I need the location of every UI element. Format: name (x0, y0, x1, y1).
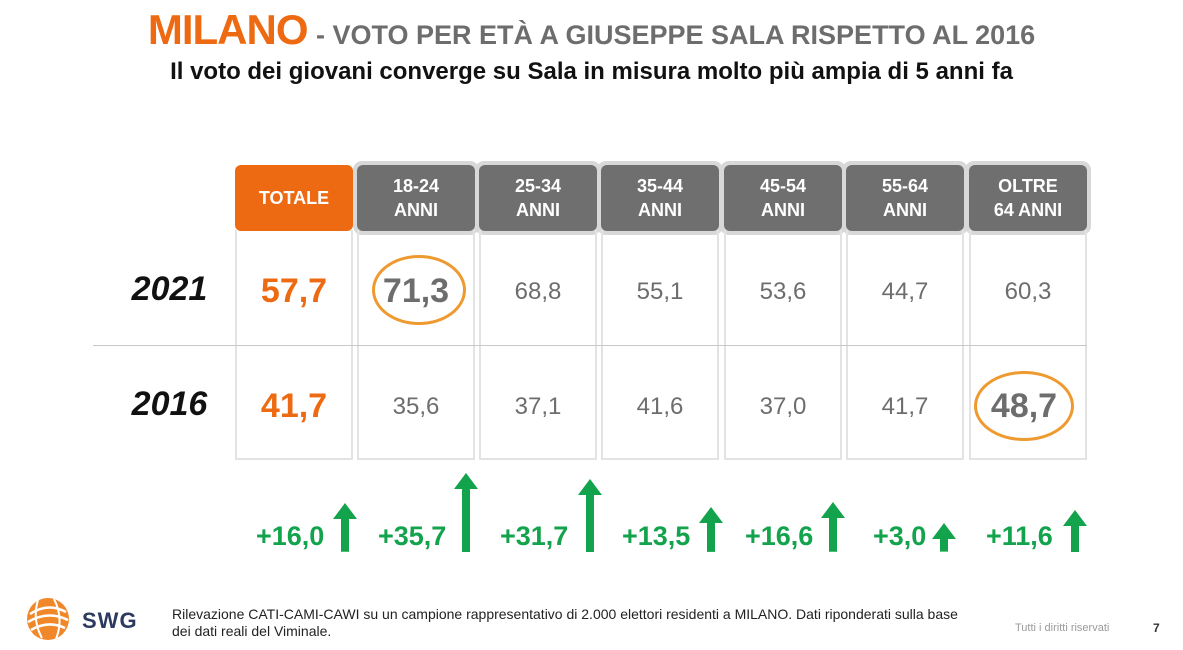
header-label: ANNI (761, 200, 805, 220)
header-label: 35-44 (636, 176, 684, 196)
header-label: 64 ANNI (993, 200, 1063, 220)
up-arrow-icon (333, 503, 357, 552)
title-city: MILANO (147, 6, 309, 53)
header-label: ANNI (638, 200, 682, 220)
delta-18-24: +35,7 (378, 521, 447, 551)
header-label: ANNI (394, 200, 438, 220)
arrow-shape (699, 507, 723, 552)
header-55-64: 55-64 ANNI (846, 165, 964, 231)
arrow-shape (821, 502, 845, 552)
year-label-2016: 2016 (131, 385, 208, 423)
header-label: 45-54 (759, 176, 807, 196)
cell-2016-45-54: 37,0 (759, 393, 807, 420)
up-arrow-icon (1063, 510, 1087, 552)
arrow-shape (932, 523, 956, 552)
cell-2021-totale: 57,7 (260, 272, 328, 310)
delta-35-44: +13,5 (622, 521, 691, 551)
delta-oltre-64: +11,6 (986, 521, 1053, 551)
header-label: 55-64 (881, 176, 929, 196)
highlight-ellipse-2021-18-24 (372, 255, 466, 325)
delta-45-54: +16,6 (745, 521, 814, 551)
header-oltre-64: OLTRE 64 ANNI (969, 165, 1087, 231)
cell-2016-oltre-64: 48,7 (990, 387, 1058, 425)
rights-text: Tutti i diritti riservati (1015, 622, 1110, 634)
arrow-shape (578, 478, 602, 552)
page-number: 7 (1153, 621, 1160, 635)
footer-note: Rilevazione CATI-CAMI-CAWI su un campion… (172, 606, 958, 639)
up-arrow-icon (821, 502, 845, 552)
header-label: ANNI (516, 200, 560, 220)
cell-2021-45-54: 53,6 (759, 278, 807, 305)
swg-globe-logo-icon (27, 598, 69, 640)
cell-2016-35-44: 41,6 (636, 393, 684, 420)
header-18-24: 18-24 ANNI (357, 165, 475, 231)
cell-2016-25-34: 37,1 (514, 393, 562, 420)
cell-2016-totale: 41,7 (260, 387, 328, 425)
header-45-54: 45-54 ANNI (724, 165, 842, 231)
delta-totale: +16,0 (256, 521, 325, 551)
cell-2016-18-24: 35,6 (392, 393, 440, 420)
up-arrow-icon (699, 507, 723, 552)
header-totale: TOTALE (235, 165, 353, 231)
cell-2021-oltre-64: 60,3 (1004, 278, 1052, 305)
header-label: OLTRE (998, 176, 1058, 196)
header-25-34: 25-34 ANNI (479, 165, 597, 231)
up-arrow-icon (578, 478, 602, 552)
header-35-44: 35-44 ANNI (601, 165, 719, 231)
page-subtitle: Il voto dei giovani converge su Sala in … (170, 58, 1013, 85)
header-label: TOTALE (258, 188, 330, 208)
up-arrow-icon (932, 523, 956, 552)
up-arrow-icon (454, 472, 478, 552)
highlight-ellipse-2016-oltre-64 (974, 371, 1074, 441)
cell-2021-35-44: 55,1 (636, 278, 684, 305)
title-rest: - VOTO PER ETÀ A GIUSEPPE SALA RISPETTO … (315, 20, 1036, 50)
row-divider (93, 345, 1087, 346)
year-label-2021: 2021 (131, 270, 208, 308)
header-label: 25-34 (514, 176, 562, 196)
cell-2021-18-24: 71,3 (382, 272, 450, 310)
arrow-shape (333, 503, 357, 552)
page-title: MILANO - VOTO PER ETÀ A GIUSEPPE SALA RI… (0, 6, 1183, 54)
delta-25-34: +31,7 (500, 521, 569, 551)
header-label: 18-24 (392, 176, 440, 196)
cell-2016-55-64: 41,7 (881, 393, 929, 420)
cell-2021-55-64: 44,7 (881, 278, 929, 305)
delta-55-64: +3,0 (873, 521, 927, 551)
swg-logo-text: SWG (82, 608, 138, 633)
arrow-shape (454, 472, 478, 552)
header-label: ANNI (883, 200, 927, 220)
arrow-shape (1063, 510, 1087, 552)
cell-2021-25-34: 68,8 (514, 278, 562, 305)
